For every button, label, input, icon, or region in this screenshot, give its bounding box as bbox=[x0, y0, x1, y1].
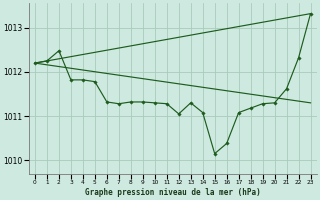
X-axis label: Graphe pression niveau de la mer (hPa): Graphe pression niveau de la mer (hPa) bbox=[85, 188, 260, 197]
